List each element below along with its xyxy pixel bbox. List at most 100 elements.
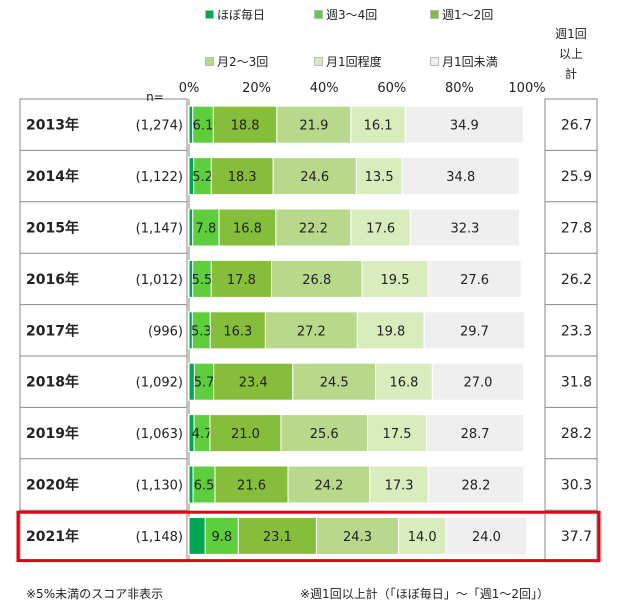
bar-segment [401,157,521,196]
bar-segment [209,311,266,350]
bar-segment [264,311,358,350]
footnote-weekly-total: ※週1回以上計（「ほぼ毎日」～「週1～2回」） [300,587,549,601]
legend-swatch [205,10,214,19]
data-label: 14.0 [408,530,437,545]
data-label: 21.0 [231,427,260,442]
data-label: 34.8 [446,170,475,185]
category-label: 2018年 [26,374,79,391]
weekly-total-value: 23.3 [561,323,592,339]
x-tick-label: 0% [179,81,200,96]
legend-label: 月1回程度 [326,55,382,69]
weekly-total-value: 28.2 [561,426,592,442]
data-label: 27.6 [460,273,489,288]
data-label: 21.9 [299,119,328,134]
data-label: 17.3 [385,479,414,494]
x-tick-label: 20% [242,81,271,96]
data-label: 22.2 [299,222,328,237]
legend-label: ほぼ毎日 [217,8,266,22]
data-label: 23.1 [263,530,292,545]
n-value: (1,092) [136,376,183,391]
bar-segment [218,208,277,247]
x-tick-label: 100% [508,81,545,96]
legend-swatch [430,10,439,19]
data-label: 19.5 [381,273,410,288]
legend-item: 月1回未満 [430,53,498,70]
legend-label: 月2～3回 [217,55,269,69]
data-label: 5.5 [192,273,213,288]
legend-swatch [314,57,323,66]
data-label: 16.8 [233,222,262,237]
bar-segment [356,311,425,350]
weekly-total-value: 37.7 [561,529,592,545]
data-label: 18.8 [231,119,260,134]
footnote-small-score: ※5%未満のスコア非表示 [26,587,164,601]
data-label: 24.6 [300,170,329,185]
n-value: (1,147) [136,222,183,237]
category-label: 2013年 [26,117,79,134]
category-label: 2015年 [26,220,79,237]
x-tick-label: 80% [445,81,474,96]
weekly-total-value: 30.3 [561,478,592,494]
bar-segment [355,157,403,196]
bar-segment [237,516,317,555]
data-label: 25.6 [310,427,339,442]
x-tick-label: 40% [310,81,339,96]
bar-segment [431,362,525,401]
category-label: 2017年 [26,322,79,339]
n-value: (1,148) [136,530,183,545]
data-label: 7.8 [196,222,217,237]
bar-segment [350,208,411,247]
bar-segment [404,105,524,144]
bar-segment [426,414,525,453]
weekly-total-header: 週1回 [555,27,587,41]
bar-segment [209,414,282,453]
n-value: (1,012) [136,273,183,288]
n-value: (1,122) [136,170,183,185]
category-label: 2016年 [26,271,79,288]
data-label: 23.4 [239,376,268,391]
weekly-total-value: 31.8 [561,375,592,391]
data-label: 24.5 [320,376,349,391]
highlight-box [16,510,601,563]
n-value: (996) [148,324,183,339]
bar-segment [270,259,363,298]
legend-item: 月1回程度 [314,53,382,70]
bar-segment [409,208,521,247]
bar-segment [192,208,220,247]
weekly-total-value: 26.7 [561,118,592,134]
data-label: 24.0 [472,530,501,545]
bar-segment [188,465,194,504]
n-header: n= [146,90,164,104]
bar-segment [427,259,522,298]
bar-segment [204,516,239,555]
data-label: 19.8 [376,324,405,339]
data-label: 5.2 [192,170,213,185]
bar-segment [213,362,294,401]
data-label: 4.7 [192,427,213,442]
legend-label: 週1～2回 [442,8,494,22]
category-label: 2014年 [26,168,79,185]
bar-segment [427,465,525,504]
data-label: 34.9 [450,119,479,134]
weekly-total-header: 以上 [559,47,583,61]
data-label: 6.5 [194,479,215,494]
data-label: 26.8 [302,273,331,288]
weekly-total-value: 26.2 [561,272,592,288]
legend-item: 週1～2回 [430,6,493,23]
bar-segment [188,208,194,247]
data-label: 28.7 [461,427,490,442]
category-label: 2021年 [26,528,79,545]
bar-segment [369,465,429,504]
bar-segment [375,362,433,401]
legend-swatch [314,10,323,19]
data-label: 13.5 [365,170,394,185]
bar-segment [275,208,352,247]
data-label: 24.3 [343,530,372,545]
bar-segment [188,516,206,555]
bar-segment [366,414,428,453]
data-label: 6.1 [193,119,214,134]
data-label: 17.8 [227,273,256,288]
bar-segment [210,157,274,196]
bar-segment [280,414,368,453]
